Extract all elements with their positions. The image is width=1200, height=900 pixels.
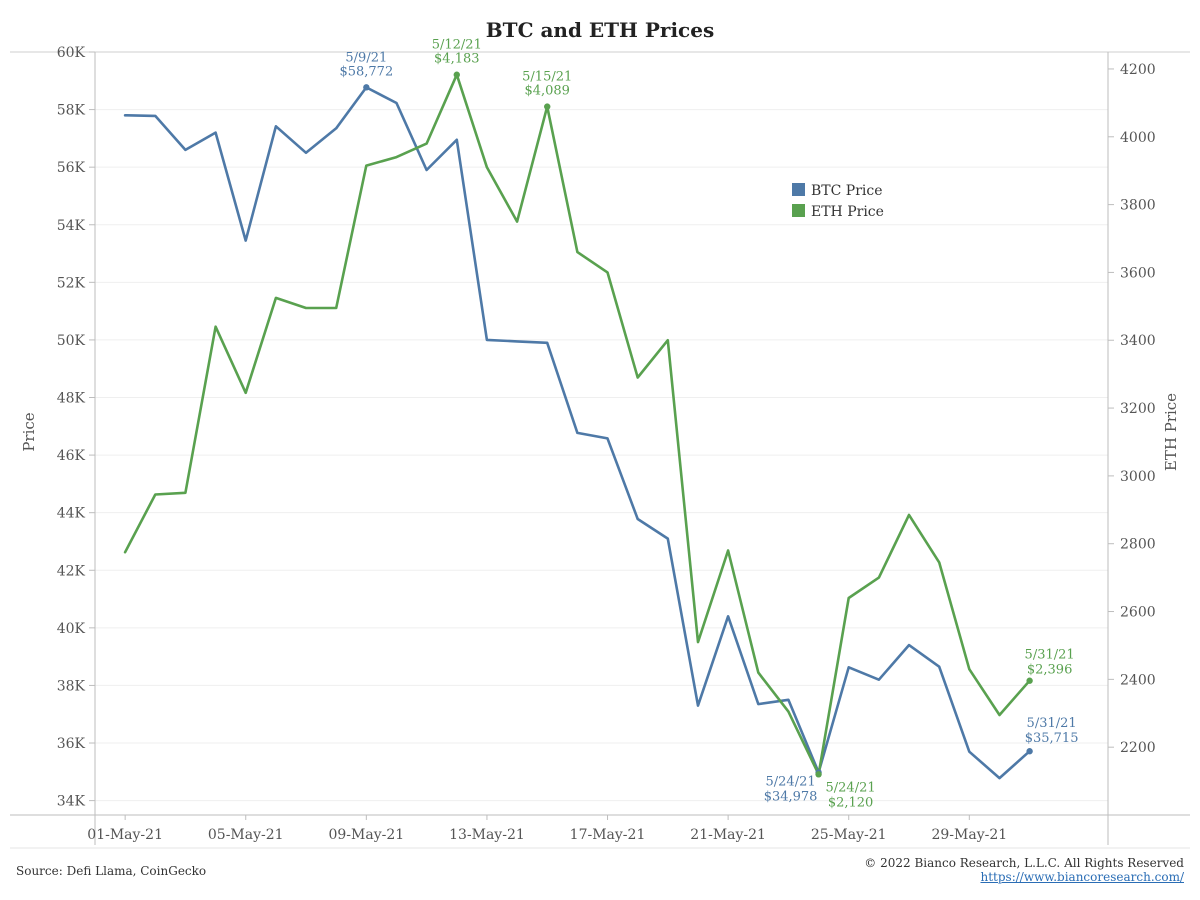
annotation-value: $4,183 <box>434 52 480 67</box>
website-link[interactable]: https://www.biancoresearch.com/ <box>980 870 1184 884</box>
left-tick-label: 42K <box>57 563 86 579</box>
source-note: Source: Defi Llama, CoinGecko <box>16 864 207 878</box>
legend-swatch <box>792 183 805 196</box>
annotation-value: $4,089 <box>524 84 570 99</box>
annotation-date: 5/24/21 <box>826 780 876 795</box>
eth-price-line <box>123 73 1031 776</box>
annotation-value: $35,715 <box>1025 731 1079 746</box>
left-tick-label: 44K <box>57 506 86 522</box>
gridlines <box>95 51 1108 802</box>
left-tick-label: 50K <box>57 333 86 349</box>
right-tick-label: 3600 <box>1120 265 1156 281</box>
left-tick-label: 40K <box>57 621 86 637</box>
left-tick-label: 38K <box>57 678 86 694</box>
x-tick-label: 29-May-21 <box>931 827 1007 843</box>
right-tick-label: 2600 <box>1120 605 1156 621</box>
annotation-date: 5/31/21 <box>1025 648 1075 663</box>
x-tick-label: 13-May-21 <box>449 827 525 843</box>
annotation-value: $2,396 <box>1027 663 1073 678</box>
right-tick-label: 3000 <box>1120 469 1156 485</box>
x-axis: 01-May-21 05-May-21 09-May-21 13-May-21 17-M… <box>87 815 1007 843</box>
series-lines <box>123 73 1031 780</box>
left-tick-label: 60K <box>57 45 86 61</box>
right-tick-label: 4200 <box>1120 62 1156 78</box>
btc-price-line <box>123 86 1031 780</box>
left-tick-label: 56K <box>57 160 86 176</box>
right-tick-label: 3400 <box>1120 333 1156 349</box>
left-tick-label: 46K <box>57 448 86 464</box>
left-tick-label: 36K <box>57 736 86 752</box>
right-axis-title: ETH Price <box>1162 393 1180 471</box>
right-tick-label: 2200 <box>1120 740 1156 756</box>
right-tick-label: 3800 <box>1120 198 1156 214</box>
right-tick-label: 2400 <box>1120 672 1156 688</box>
left-tick-label: 58K <box>57 103 86 119</box>
left-tick-label: 34K <box>57 794 86 810</box>
legend: BTC Price ETH Price <box>792 183 884 220</box>
copyright-block: © 2022 Bianco Research, L.L.C. All Right… <box>864 856 1184 884</box>
annotation-date: 5/12/21 <box>432 38 482 53</box>
annotation-marker <box>815 771 822 778</box>
legend-label: BTC Price <box>811 183 883 199</box>
x-tick-label: 21-May-21 <box>690 827 766 843</box>
annotation-date: 5/9/21 <box>345 50 387 65</box>
annotation-marker <box>363 84 370 91</box>
legend-label: ETH Price <box>811 204 884 220</box>
left-axis-title: Price <box>20 412 38 451</box>
annotation-value: $2,120 <box>828 795 874 810</box>
left-tick-label: 52K <box>57 275 86 291</box>
annotation-marker <box>1026 677 1033 684</box>
x-tick-label: 05-May-21 <box>208 827 284 843</box>
annotation-marker <box>453 71 460 78</box>
left-tick-label: 48K <box>57 391 86 407</box>
right-y-axis: 2200 2400 2600 2800 3000 3200 3400 3600 3800 4000… <box>1108 62 1156 756</box>
annotation-date: 5/24/21 <box>766 774 816 789</box>
annotations: 5/9/21$58,772 5/12/21$4,183 5/15/21$4,089 5… <box>339 38 1078 811</box>
plot-frame <box>10 51 1190 849</box>
right-tick-label: 2800 <box>1120 537 1156 553</box>
annotation-value: $34,978 <box>764 789 818 804</box>
left-tick-label: 54K <box>57 218 86 234</box>
annotation-date: 5/15/21 <box>522 70 572 85</box>
x-tick-label: 09-May-21 <box>328 827 404 843</box>
x-tick-label: 25-May-21 <box>811 827 887 843</box>
annotation-marker <box>1026 748 1033 755</box>
x-tick-label: 17-May-21 <box>570 827 646 843</box>
annotation-date: 5/31/21 <box>1027 716 1077 731</box>
chart-title: BTC and ETH Prices <box>485 18 715 42</box>
legend-swatch <box>792 204 805 217</box>
annotation-marker <box>544 103 551 110</box>
copyright-text: © 2022 Bianco Research, L.L.C. All Right… <box>864 856 1184 870</box>
left-y-axis: 34K 36K 38K 40K 42K 44K 46K 48K 50K 52K 54K 56K 58K 6… <box>57 45 95 810</box>
x-tick-label: 01-May-21 <box>87 827 163 843</box>
right-tick-label: 4000 <box>1120 130 1156 146</box>
annotation-value: $58,772 <box>339 64 393 79</box>
right-tick-label: 3200 <box>1120 401 1156 417</box>
